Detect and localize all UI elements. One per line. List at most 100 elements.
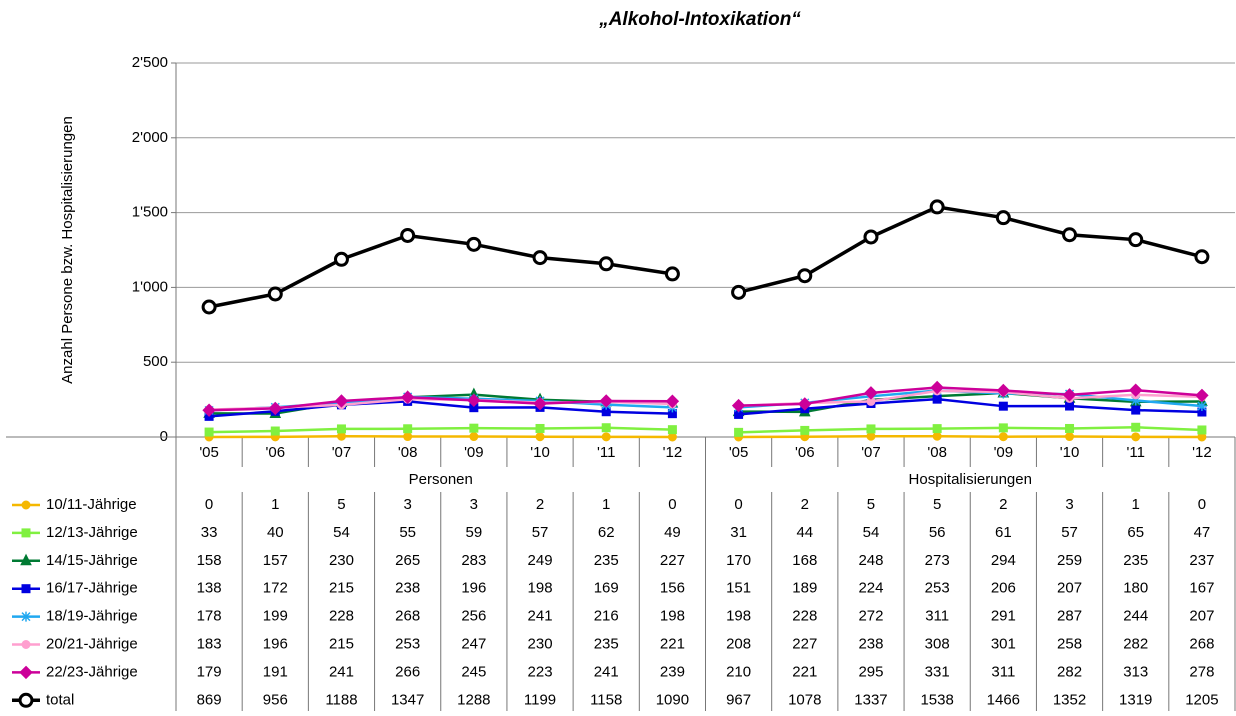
x-tick-label: '12 xyxy=(663,444,683,461)
table-value: 221 xyxy=(660,635,685,652)
table-value: 169 xyxy=(594,580,619,597)
table-value: 311 xyxy=(925,608,949,625)
table-value: 179 xyxy=(197,663,222,680)
series-marker xyxy=(1194,249,1210,265)
legend-marker xyxy=(21,584,31,594)
series-marker xyxy=(665,394,680,408)
series-marker xyxy=(866,424,876,434)
series-marker xyxy=(667,425,677,435)
table-value: 178 xyxy=(197,608,222,625)
table-value: 956 xyxy=(263,691,288,708)
table-value: 295 xyxy=(858,663,883,680)
series-line xyxy=(738,426,1202,434)
legend-marker xyxy=(21,640,31,649)
x-tick-label: '11 xyxy=(1127,444,1145,461)
table-value: 1347 xyxy=(391,691,424,708)
table-value: 1538 xyxy=(920,691,953,708)
x-tick-label: '06 xyxy=(266,444,286,461)
table-value: 191 xyxy=(263,663,288,680)
table-value: 170 xyxy=(726,552,751,569)
table-value: 291 xyxy=(991,608,1016,625)
legend-label: 20/21-Jährige xyxy=(46,635,138,652)
series-line xyxy=(209,435,673,439)
table-value: 31 xyxy=(730,524,747,541)
table-value: 0 xyxy=(1198,496,1206,513)
table-value: 167 xyxy=(1189,580,1214,597)
table-value: 198 xyxy=(528,580,553,597)
table-value: 57 xyxy=(532,524,549,541)
series-marker xyxy=(1196,401,1207,412)
table-value: 168 xyxy=(792,552,817,569)
table-value: 40 xyxy=(267,524,284,541)
table-value: 294 xyxy=(991,552,1016,569)
table-value: 266 xyxy=(395,663,420,680)
table-value: 331 xyxy=(925,663,950,680)
table-value: 47 xyxy=(1194,524,1211,541)
series-marker xyxy=(930,380,944,395)
series-marker xyxy=(403,424,413,434)
series-marker xyxy=(400,390,415,404)
series-marker xyxy=(866,431,876,441)
series-marker xyxy=(863,229,879,245)
table-value: 869 xyxy=(197,691,222,708)
legend-label: 10/11-Jährige xyxy=(46,496,137,513)
table-value: 273 xyxy=(925,552,950,569)
series-marker xyxy=(1128,232,1144,248)
series-marker xyxy=(466,236,482,252)
table-value: 238 xyxy=(858,635,883,652)
table-value: 249 xyxy=(528,552,553,569)
table-value: 2 xyxy=(999,496,1007,513)
table-value: 2 xyxy=(801,496,809,513)
series-marker xyxy=(535,423,545,433)
series-marker xyxy=(731,284,747,300)
table-value: 241 xyxy=(528,608,553,625)
y-tick-label: 1'000 xyxy=(132,278,168,295)
table-value: 216 xyxy=(594,608,619,625)
table-value: 227 xyxy=(792,635,817,652)
table-value: 180 xyxy=(1123,580,1148,597)
series-marker xyxy=(1062,388,1077,402)
table-value: 253 xyxy=(395,635,420,652)
table-value: 1337 xyxy=(854,691,887,708)
table-value: 207 xyxy=(1189,608,1214,625)
x-tick-label: '05 xyxy=(729,444,749,461)
series-marker xyxy=(1062,227,1078,243)
table-value: 311 xyxy=(991,663,1015,680)
table-value: 278 xyxy=(1189,663,1214,680)
table-value: 1 xyxy=(271,496,279,513)
y-tick-label: 500 xyxy=(143,353,168,370)
table-value: 235 xyxy=(1123,552,1148,569)
table-value: 151 xyxy=(726,580,751,597)
table-value: 235 xyxy=(594,635,619,652)
legend-label: total xyxy=(46,691,74,708)
table-value: 1188 xyxy=(325,691,357,708)
table-value: 156 xyxy=(660,580,685,597)
series-marker xyxy=(202,403,216,417)
series-marker xyxy=(268,401,282,416)
series-marker xyxy=(996,383,1011,398)
table-value: 265 xyxy=(395,552,420,569)
table-value: 228 xyxy=(792,608,817,625)
legend-marker xyxy=(21,611,31,622)
series-marker xyxy=(932,424,942,434)
table-value: 62 xyxy=(598,524,615,541)
table-value: 215 xyxy=(329,635,354,652)
table-value: 258 xyxy=(1057,635,1082,652)
series-marker xyxy=(664,266,680,282)
series-line xyxy=(208,400,673,418)
table-value: 0 xyxy=(205,496,213,513)
table-value: 247 xyxy=(461,635,486,652)
table-value: 221 xyxy=(792,663,817,680)
series-marker xyxy=(598,256,614,272)
table-value: 3 xyxy=(403,496,411,513)
table-value: 282 xyxy=(1057,663,1082,680)
table-value: 0 xyxy=(668,496,676,513)
series-marker xyxy=(731,398,746,413)
table-value: 208 xyxy=(726,635,751,652)
series-marker xyxy=(929,199,945,215)
table-value: 268 xyxy=(1189,635,1214,652)
table-value: 54 xyxy=(333,524,350,541)
table-value: 57 xyxy=(1061,524,1078,541)
table-value: 172 xyxy=(263,580,288,597)
y-tick-label: 0 xyxy=(160,428,168,445)
